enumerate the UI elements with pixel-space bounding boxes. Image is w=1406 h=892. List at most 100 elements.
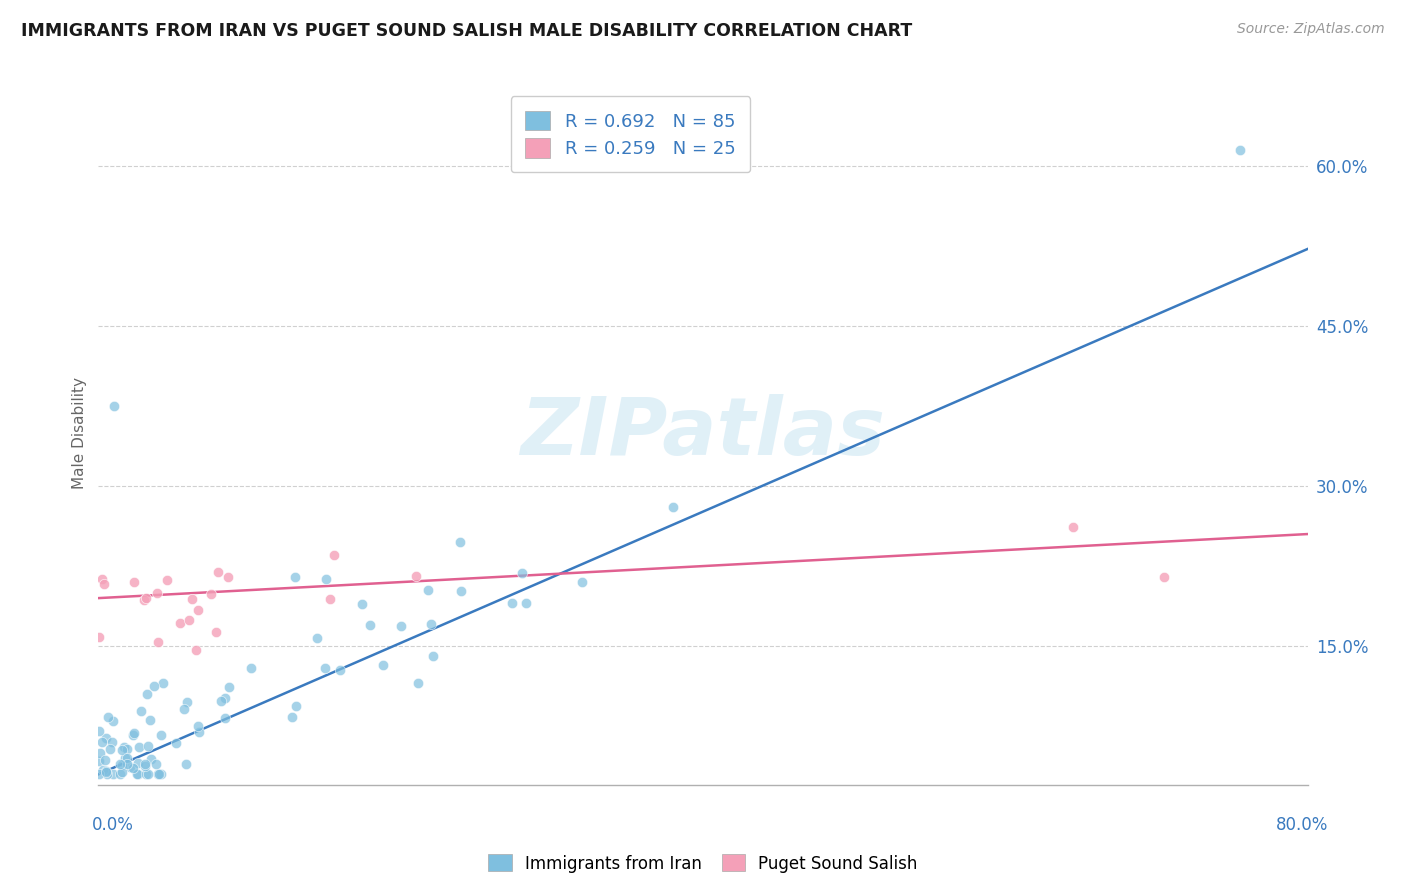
Point [135,767,157,781]
Point [373,657,395,672]
Point [156,573,179,587]
Point [91,735,114,749]
Point [146,586,169,600]
Point [98,741,121,756]
Point [214,711,236,725]
Point [323,548,346,562]
Point [389,619,412,633]
Point [111,757,134,772]
Point [145,756,167,771]
Point [449,535,471,549]
Point [139,752,162,766]
Point [136,767,159,781]
Text: Source: ZipAtlas.com: Source: ZipAtlas.com [1237,22,1385,37]
Point [103,399,125,413]
Point [134,756,156,771]
Point [187,724,209,739]
Legend: R = 0.692   N = 85, R = 0.259   N = 25: R = 0.692 N = 85, R = 0.259 N = 25 [510,96,751,172]
Point [108,756,131,771]
Point [89,746,111,760]
Point [111,743,134,757]
Point [122,726,145,740]
Point [510,566,533,580]
Point [103,714,125,728]
Point [205,624,228,639]
Point [135,591,157,606]
Y-axis label: Male Disability: Male Disability [72,376,87,489]
Point [571,575,593,590]
Point [94,764,117,779]
Point [352,597,374,611]
Point [127,767,149,781]
Point [124,575,146,590]
Point [200,587,222,601]
Point [97,710,120,724]
Point [406,675,429,690]
Point [329,663,352,677]
Text: IMMIGRANTS FROM IRAN VS PUGET SOUND SALISH MALE DISABILITY CORRELATION CHART: IMMIGRANTS FROM IRAN VS PUGET SOUND SALI… [21,22,912,40]
Point [152,676,174,690]
Point [127,767,149,781]
Point [91,764,114,778]
Point [129,704,152,718]
Point [405,569,427,583]
Point [93,577,115,591]
Point [94,731,117,745]
Point [120,760,142,774]
Point [150,767,173,781]
Point [150,727,173,741]
Point [501,596,523,610]
Point [420,616,443,631]
Point [101,734,124,748]
Point [307,632,329,646]
Point [121,728,143,742]
Point [101,767,124,781]
Point [169,615,191,630]
Point [207,565,229,579]
Point [132,592,155,607]
Point [1229,143,1251,157]
Point [284,570,307,584]
Point [136,739,159,753]
Point [148,767,170,781]
Point [187,603,209,617]
Text: 0.0%: 0.0% [91,816,134,834]
Point [315,572,337,586]
Point [416,583,439,598]
Point [214,690,236,705]
Point [115,742,138,756]
Point [180,592,202,607]
Point [218,680,240,694]
Point [114,750,136,764]
Point [89,630,111,644]
Point [146,767,169,781]
Point [174,756,197,771]
Text: ZIPatlas: ZIPatlas [520,393,886,472]
Point [1153,570,1175,584]
Point [89,767,111,781]
Point [450,584,472,599]
Point [173,701,195,715]
Point [112,740,135,755]
Legend: Immigrants from Iran, Puget Sound Salish: Immigrants from Iran, Puget Sound Salish [481,847,925,880]
Point [187,719,209,733]
Point [177,614,200,628]
Point [281,710,304,724]
Point [139,713,162,727]
Point [128,740,150,755]
Point [209,694,232,708]
Point [142,679,165,693]
Point [661,500,683,515]
Point [1062,519,1084,533]
Point [136,687,159,701]
Point [184,643,207,657]
Point [319,592,342,607]
Point [314,661,336,675]
Point [94,753,117,767]
Point [146,635,169,649]
Point [127,756,149,771]
Point [134,759,156,773]
Point [96,767,118,781]
Point [111,765,134,780]
Point [284,698,307,713]
